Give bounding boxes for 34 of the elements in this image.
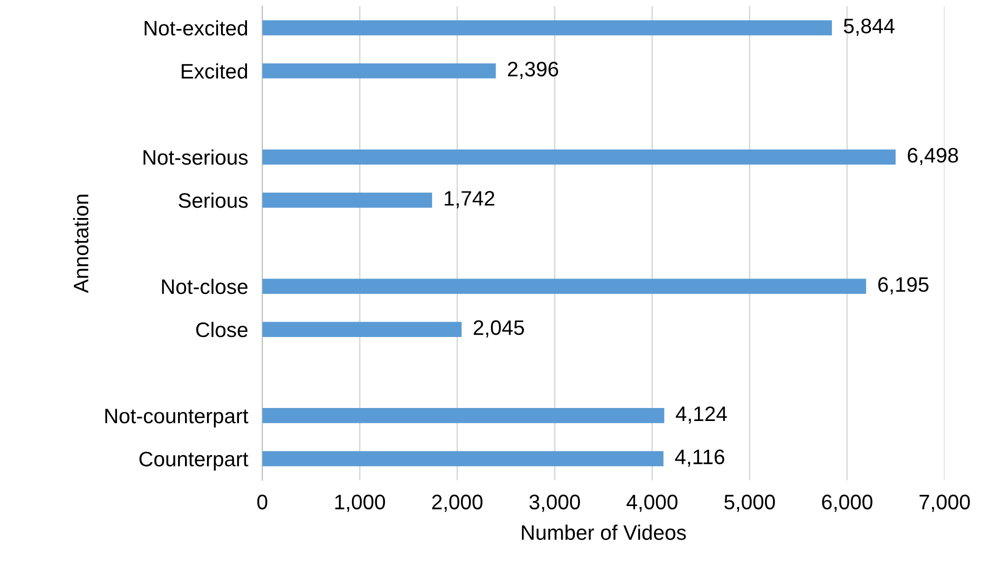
y-axis-title: Annotation [73, 194, 88, 294]
x-tick-label: 3,000 [529, 494, 580, 512]
bar [262, 63, 496, 78]
x-tick-label: 2,000 [432, 494, 482, 512]
y-tick-label: Excited [182, 63, 248, 79]
data-label: 2,396 [508, 62, 558, 79]
x-axis-title: Number of Videos [522, 524, 686, 540]
x-tick-label: 6,000 [822, 494, 872, 512]
data-label: 1,742 [444, 191, 494, 208]
data-label: 4,124 [676, 406, 727, 424]
y-tick-label: Not-close [162, 278, 248, 294]
x-tick-label: 1,000 [335, 494, 386, 512]
bar [262, 278, 866, 294]
x-tick-label: 4,000 [626, 494, 678, 512]
bar [262, 322, 462, 337]
bar [262, 20, 832, 36]
data-label: 2,045 [474, 320, 524, 338]
y-tick-label: Not-serious [144, 150, 248, 165]
x-tick-label: 0 [257, 494, 268, 510]
x-tick-label: 7,000 [920, 494, 970, 512]
bar [262, 408, 664, 424]
bar [262, 192, 432, 208]
data-label: 4,116 [675, 450, 724, 467]
x-tick-label: 5,000 [724, 494, 775, 512]
bar [262, 150, 896, 165]
y-tick-label: Not-excited [144, 20, 248, 36]
y-tick-label: Not-counterpart [105, 408, 248, 428]
data-label: 6,195 [878, 277, 928, 294]
y-tick-label: Close [196, 322, 248, 338]
bar [262, 451, 664, 466]
y-tick-label: Serious [178, 192, 248, 208]
data-label: 5,844 [844, 18, 895, 36]
y-tick-label: Counterpart [139, 452, 248, 471]
data-label: 6,498 [908, 148, 958, 166]
